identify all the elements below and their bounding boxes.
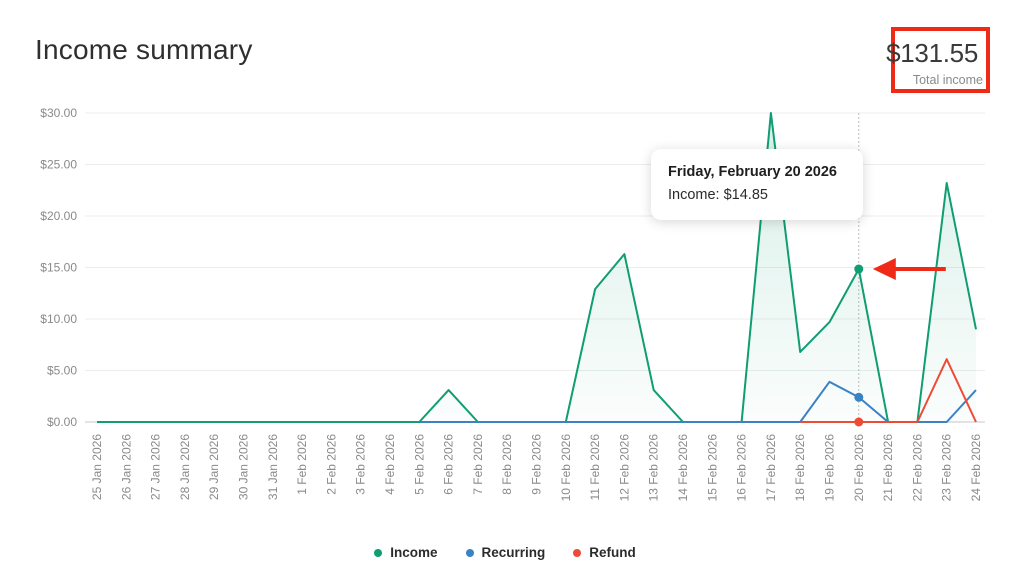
x-tick-label: 24 Feb 2026 — [969, 434, 983, 502]
legend-label: Income — [390, 545, 438, 560]
x-tick-label: 22 Feb 2026 — [910, 434, 924, 502]
x-tick-label: 15 Feb 2026 — [705, 434, 719, 502]
x-tick-label: 26 Jan 2026 — [119, 434, 133, 500]
x-tick-label: 21 Feb 2026 — [881, 434, 895, 502]
x-tick-label: 11 Feb 2026 — [588, 434, 602, 501]
y-tick-label: $30.00 — [40, 106, 77, 120]
x-tick-label: 5 Feb 2026 — [412, 434, 426, 495]
x-tick-label: 28 Jan 2026 — [178, 434, 192, 500]
legend-swatch — [465, 548, 474, 557]
legend-item-refund[interactable]: Refund — [573, 545, 636, 560]
x-tick-label: 2 Feb 2026 — [324, 434, 338, 495]
x-tick-label: 23 Feb 2026 — [940, 434, 954, 502]
x-tick-label: 27 Jan 2026 — [149, 434, 163, 500]
recurring-line[interactable] — [419, 380, 977, 423]
page-title: Income summary — [35, 34, 253, 65]
chart-legend: Income Recurring Refund — [0, 545, 1010, 560]
x-tick-label: 10 Feb 2026 — [559, 434, 573, 502]
x-tick-label: 30 Jan 2026 — [237, 434, 251, 500]
x-tick-label: 29 Jan 2026 — [207, 434, 221, 500]
y-tick-label: $15.00 — [40, 261, 77, 275]
x-tick-label: 12 Feb 2026 — [617, 434, 631, 502]
total-income-highlight-box: $131.55 Total income — [886, 27, 990, 93]
legend-label: Recurring — [481, 545, 546, 560]
legend-swatch — [374, 548, 383, 557]
x-tick-label: 7 Feb 2026 — [471, 434, 485, 495]
legend-label: Refund — [589, 545, 636, 560]
y-tick-label: $5.00 — [47, 364, 77, 378]
chart-tooltip: Friday, February 20 2026 Income: $14.85 — [651, 149, 863, 220]
x-tick-label: 3 Feb 2026 — [354, 434, 368, 495]
x-tick-label: 31 Jan 2026 — [266, 434, 280, 500]
x-tick-label: 19 Feb 2026 — [823, 434, 837, 502]
income-hover-point — [854, 264, 864, 274]
tooltip-date: Friday, February 20 2026 — [668, 164, 837, 180]
x-tick-label: 13 Feb 2026 — [647, 434, 661, 502]
tooltip-value: Income: $14.85 — [668, 187, 768, 203]
y-tick-label: $0.00 — [47, 415, 77, 429]
y-tick-label: $20.00 — [40, 209, 77, 223]
x-tick-label: 6 Feb 2026 — [442, 434, 456, 495]
total-income-label: Total income — [912, 73, 983, 87]
x-tick-label: 20 Feb 2026 — [852, 434, 866, 502]
legend-swatch — [573, 548, 582, 557]
x-tick-label: 25 Jan 2026 — [90, 434, 104, 500]
y-tick-label: $10.00 — [40, 312, 77, 326]
x-tick-label: 9 Feb 2026 — [530, 434, 544, 495]
x-tick-label: 8 Feb 2026 — [500, 434, 514, 495]
refund-hover-point — [854, 417, 864, 427]
income-area — [97, 113, 976, 422]
refund-line[interactable] — [800, 358, 977, 423]
x-tick-label: 1 Feb 2026 — [295, 434, 309, 495]
x-tick-label: 14 Feb 2026 — [676, 434, 690, 502]
legend-item-recurring[interactable]: Recurring — [465, 545, 546, 560]
x-tick-label: 18 Feb 2026 — [793, 434, 807, 502]
x-tick-label: 4 Feb 2026 — [383, 434, 397, 495]
total-income-value: $131.55 — [886, 38, 978, 68]
y-tick-label: $25.00 — [40, 158, 77, 172]
annotation-arrow-head — [872, 258, 896, 281]
x-tick-label: 16 Feb 2026 — [735, 434, 749, 502]
legend-item-income[interactable]: Income — [374, 545, 438, 560]
x-tick-label: 17 Feb 2026 — [764, 434, 778, 502]
recurring-hover-point — [854, 392, 864, 402]
